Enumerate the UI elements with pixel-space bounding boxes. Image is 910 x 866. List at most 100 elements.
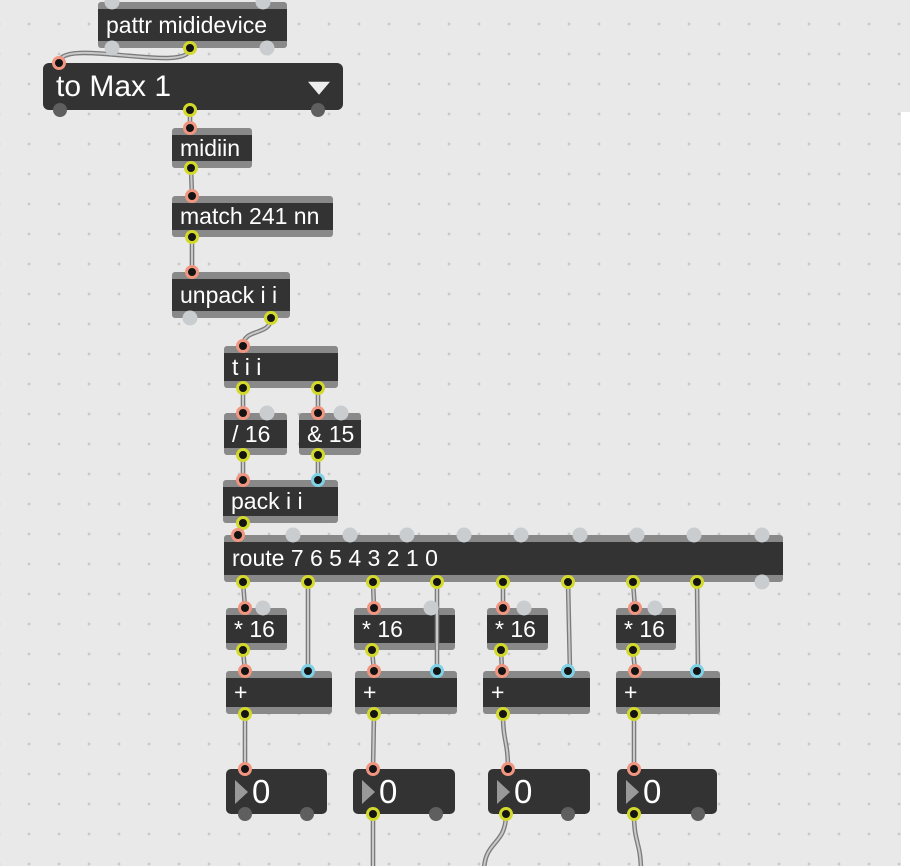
- number-box-3[interactable]: 0: [488, 769, 590, 814]
- outlet-port[interactable]: [311, 103, 325, 117]
- inlet-port[interactable]: [342, 527, 358, 543]
- outlet-port[interactable]: [429, 807, 443, 821]
- outlet-port[interactable]: [627, 707, 641, 721]
- inlet-port[interactable]: [516, 600, 532, 616]
- outlet-port[interactable]: [236, 381, 250, 395]
- outlet-port[interactable]: [499, 807, 513, 821]
- inlet-port[interactable]: [231, 528, 245, 542]
- patch-cord[interactable]: [567, 581, 571, 672]
- outlet-port[interactable]: [301, 575, 315, 589]
- outlet-port[interactable]: [300, 807, 314, 821]
- outlet-port[interactable]: [494, 643, 508, 657]
- outlet-port[interactable]: [366, 807, 380, 821]
- inlet-port[interactable]: [561, 664, 575, 678]
- outlet-port[interactable]: [366, 575, 380, 589]
- outlet-port[interactable]: [184, 161, 198, 175]
- inlet-port[interactable]: [311, 406, 325, 420]
- inlet-port[interactable]: [399, 527, 415, 543]
- outlet-port[interactable]: [185, 230, 199, 244]
- match-object[interactable]: match 241 nn: [172, 196, 333, 237]
- inlet-port[interactable]: [185, 189, 199, 203]
- inlet-port[interactable]: [686, 527, 702, 543]
- outlet-port[interactable]: [236, 448, 250, 462]
- inlet-port[interactable]: [367, 601, 381, 615]
- patch-cord[interactable]: [483, 813, 507, 866]
- plus-object-1[interactable]: +: [226, 671, 332, 714]
- inlet-port[interactable]: [311, 473, 325, 487]
- inlet-port[interactable]: [236, 406, 250, 420]
- patch-cord[interactable]: [696, 581, 699, 672]
- patch-cord[interactable]: [372, 713, 375, 770]
- route-object[interactable]: route 7 6 5 4 3 2 1 0: [224, 535, 783, 582]
- outlet-port[interactable]: [561, 807, 575, 821]
- inlet-port[interactable]: [255, 600, 271, 616]
- number-box-2[interactable]: 0: [353, 769, 455, 814]
- multiply-object-4[interactable]: * 16: [616, 608, 676, 650]
- inlet-port[interactable]: [236, 473, 250, 487]
- outlet-port[interactable]: [183, 41, 197, 55]
- number-drag-triangle-icon[interactable]: [626, 779, 639, 804]
- outlet-port[interactable]: [183, 103, 197, 117]
- inlet-port[interactable]: [52, 56, 66, 70]
- inlet-port[interactable]: [185, 265, 199, 279]
- plus-object-2[interactable]: +: [355, 671, 457, 714]
- inlet-port[interactable]: [285, 527, 301, 543]
- plus-object-4[interactable]: +: [616, 671, 720, 714]
- inlet-port[interactable]: [501, 762, 515, 776]
- inlet-port[interactable]: [259, 405, 275, 421]
- divide-object[interactable]: / 16: [224, 413, 287, 455]
- inlet-port[interactable]: [238, 601, 252, 615]
- inlet-port[interactable]: [423, 600, 439, 616]
- inlet-port[interactable]: [238, 664, 252, 678]
- multiply-object-1[interactable]: * 16: [226, 608, 287, 650]
- outlet-port[interactable]: [236, 643, 250, 657]
- patch-cord[interactable]: [482, 811, 509, 866]
- inlet-port[interactable]: [513, 527, 529, 543]
- inlet-port[interactable]: [628, 664, 642, 678]
- inlet-port[interactable]: [104, 0, 120, 10]
- inlet-port[interactable]: [690, 664, 704, 678]
- outlet-port[interactable]: [367, 707, 381, 721]
- inlet-port[interactable]: [430, 664, 444, 678]
- inlet-port[interactable]: [456, 527, 472, 543]
- midiin-object[interactable]: midiin: [172, 128, 252, 168]
- outlet-port[interactable]: [236, 575, 250, 589]
- outlet-port[interactable]: [430, 575, 444, 589]
- pattr-object[interactable]: pattr mididevice: [98, 2, 287, 48]
- number-box-4[interactable]: 0: [617, 769, 717, 814]
- inlet-port[interactable]: [627, 762, 641, 776]
- number-box-1[interactable]: 0: [226, 769, 327, 814]
- outlet-port[interactable]: [259, 40, 275, 56]
- patch-cord[interactable]: [633, 813, 642, 866]
- outlet-port[interactable]: [238, 807, 252, 821]
- patch-cord[interactable]: [58, 47, 191, 64]
- outlet-port[interactable]: [496, 575, 510, 589]
- inlet-port[interactable]: [366, 762, 380, 776]
- inlet-port[interactable]: [183, 121, 197, 135]
- number-drag-triangle-icon[interactable]: [362, 779, 375, 804]
- inlet-port[interactable]: [754, 527, 770, 543]
- inlet-port[interactable]: [301, 664, 315, 678]
- outlet-port[interactable]: [561, 575, 575, 589]
- inlet-port[interactable]: [647, 600, 663, 616]
- outlet-port[interactable]: [311, 381, 325, 395]
- inlet-port[interactable]: [333, 405, 349, 421]
- inlet-port[interactable]: [629, 527, 645, 543]
- outlet-port[interactable]: [365, 643, 379, 657]
- outlet-port[interactable]: [104, 40, 120, 56]
- outlet-port[interactable]: [690, 575, 704, 589]
- outlet-port[interactable]: [754, 574, 770, 590]
- outlet-port[interactable]: [236, 516, 250, 530]
- outlet-port[interactable]: [311, 448, 325, 462]
- pack-object[interactable]: pack i i: [223, 480, 338, 523]
- inlet-port[interactable]: [255, 0, 271, 10]
- inlet-port[interactable]: [238, 762, 252, 776]
- outlet-port[interactable]: [53, 103, 67, 117]
- outlet-port[interactable]: [496, 707, 510, 721]
- outlet-port[interactable]: [691, 807, 705, 821]
- bitand-object[interactable]: & 15: [299, 413, 361, 455]
- outlet-port[interactable]: [182, 310, 198, 326]
- outlet-port[interactable]: [627, 807, 641, 821]
- plus-object-3[interactable]: +: [483, 671, 590, 714]
- inlet-port[interactable]: [236, 339, 250, 353]
